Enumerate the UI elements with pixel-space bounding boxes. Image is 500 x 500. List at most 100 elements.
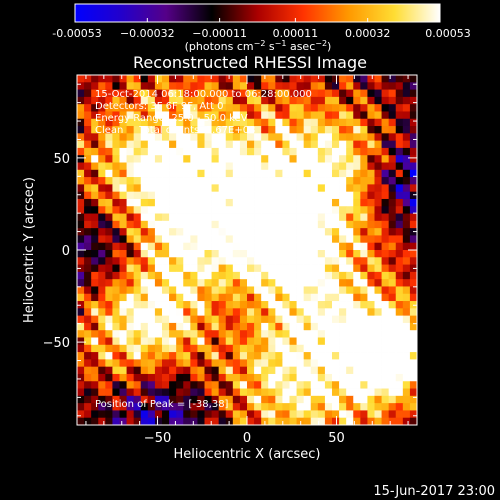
heatmap-cell bbox=[112, 322, 120, 331]
heatmap-cell bbox=[296, 126, 305, 134]
heatmap-cell bbox=[126, 111, 135, 120]
heatmap-cell bbox=[339, 337, 347, 346]
heatmap-cell bbox=[239, 271, 248, 280]
heatmap-cell bbox=[346, 133, 354, 142]
heatmap-cell bbox=[289, 206, 297, 214]
heatmap-cell bbox=[232, 147, 241, 156]
heatmap-cell bbox=[282, 184, 290, 193]
heatmap-cell bbox=[225, 250, 234, 258]
heatmap-cell bbox=[169, 184, 177, 193]
heatmap-cell bbox=[381, 388, 390, 397]
colorbar-ticks: -0.00053 −0.00032 −0.00011 0.00011 0.00032 0.… bbox=[52, 18, 471, 40]
heatmap-cell bbox=[112, 191, 120, 200]
heatmap-cell bbox=[332, 293, 340, 302]
heatmap-cell bbox=[409, 308, 418, 317]
heatmap-cell bbox=[409, 206, 418, 214]
heatmap-cell bbox=[147, 89, 156, 98]
heatmap-cell bbox=[183, 359, 191, 368]
heatmap-cell bbox=[140, 388, 149, 397]
heatmap-cell bbox=[332, 410, 340, 419]
heatmap-cell bbox=[218, 264, 227, 273]
colorbar-tick-label: 0.00032 bbox=[345, 27, 391, 40]
heatmap-cell bbox=[296, 104, 305, 112]
heatmap-cell bbox=[346, 250, 354, 258]
heatmap-cell bbox=[324, 352, 333, 360]
heatmap-cell bbox=[190, 118, 198, 127]
heatmap-cell bbox=[402, 366, 411, 375]
heatmap-cell bbox=[162, 293, 170, 302]
heatmap-cell bbox=[317, 250, 326, 258]
heatmap-cell bbox=[154, 257, 163, 265]
heatmap-cell bbox=[232, 286, 241, 295]
heatmap-cell bbox=[374, 271, 382, 280]
heatmap-cell bbox=[133, 359, 142, 368]
heatmap-cell bbox=[296, 403, 305, 411]
heatmap-cell bbox=[247, 96, 255, 105]
heatmap-cell bbox=[225, 308, 234, 317]
heatmap-cell bbox=[317, 147, 326, 156]
heatmap-cell bbox=[310, 104, 319, 112]
info-clean-counts: Clean Total counts: 5.67E+03 bbox=[95, 125, 255, 136]
heatmap-cell bbox=[119, 89, 127, 98]
heatmap-cell bbox=[402, 89, 411, 98]
heatmap-cell bbox=[176, 308, 184, 317]
heatmap-cell bbox=[310, 337, 319, 346]
heatmap-cell bbox=[395, 126, 404, 134]
heatmap-cell bbox=[254, 169, 262, 178]
heatmap-cell bbox=[402, 96, 411, 105]
heatmap-cell bbox=[289, 352, 297, 360]
heatmap-cell bbox=[339, 257, 347, 265]
heatmap-cell bbox=[317, 155, 326, 163]
heatmap-cell bbox=[332, 242, 340, 251]
heatmap-cell bbox=[133, 286, 142, 295]
heatmap-cell bbox=[147, 344, 156, 353]
heatmap-cell bbox=[84, 366, 92, 375]
heatmap-cell bbox=[183, 82, 191, 90]
heatmap-cell bbox=[140, 395, 149, 404]
heatmap-cell bbox=[303, 118, 312, 127]
heatmap-cell bbox=[197, 403, 205, 411]
heatmap-cell bbox=[268, 352, 276, 360]
heatmap-cell bbox=[282, 403, 290, 411]
heatmap-cell bbox=[218, 257, 227, 265]
heatmap-cell bbox=[332, 330, 340, 338]
heatmap-cell bbox=[247, 322, 255, 331]
heatmap-cell bbox=[346, 293, 354, 302]
heatmap-cell bbox=[133, 250, 142, 258]
heatmap-cell bbox=[77, 126, 85, 134]
heatmap-cell bbox=[190, 213, 198, 222]
heatmap-cell bbox=[275, 286, 283, 295]
heatmap-cell bbox=[225, 315, 234, 324]
heatmap-cell bbox=[388, 96, 397, 105]
heatmap-cell bbox=[140, 293, 149, 302]
heatmap-cell bbox=[409, 352, 418, 360]
heatmap-cell bbox=[112, 315, 120, 324]
heatmap-cell bbox=[402, 162, 411, 171]
heatmap-cell bbox=[395, 366, 404, 375]
heatmap-cell bbox=[218, 89, 227, 98]
heatmap-cell bbox=[154, 96, 163, 105]
heatmap-cell bbox=[339, 235, 347, 244]
heatmap-cell bbox=[254, 220, 262, 229]
heatmap-cell bbox=[339, 111, 347, 120]
heatmap-cell bbox=[339, 403, 347, 411]
heatmap-cell bbox=[140, 410, 149, 419]
heatmap-cell bbox=[324, 373, 333, 382]
heatmap-cell bbox=[162, 315, 170, 324]
heatmap-cell bbox=[211, 213, 220, 222]
heatmap-cell bbox=[395, 352, 404, 360]
heatmap-cell bbox=[310, 322, 319, 331]
heatmap-cell bbox=[275, 228, 283, 236]
heatmap-cell bbox=[98, 111, 106, 120]
heatmap-cell bbox=[91, 140, 99, 149]
heatmap-cell bbox=[126, 359, 135, 368]
heatmap-cell bbox=[268, 381, 276, 389]
heatmap-cell bbox=[381, 184, 390, 193]
heatmap-cell bbox=[261, 330, 269, 338]
heatmap-cell bbox=[296, 89, 305, 98]
heatmap-cell bbox=[339, 308, 347, 317]
heatmap-cell bbox=[360, 264, 368, 273]
heatmap-cell bbox=[289, 344, 297, 353]
heatmap-cell bbox=[91, 366, 99, 375]
heatmap-cell bbox=[98, 250, 106, 258]
